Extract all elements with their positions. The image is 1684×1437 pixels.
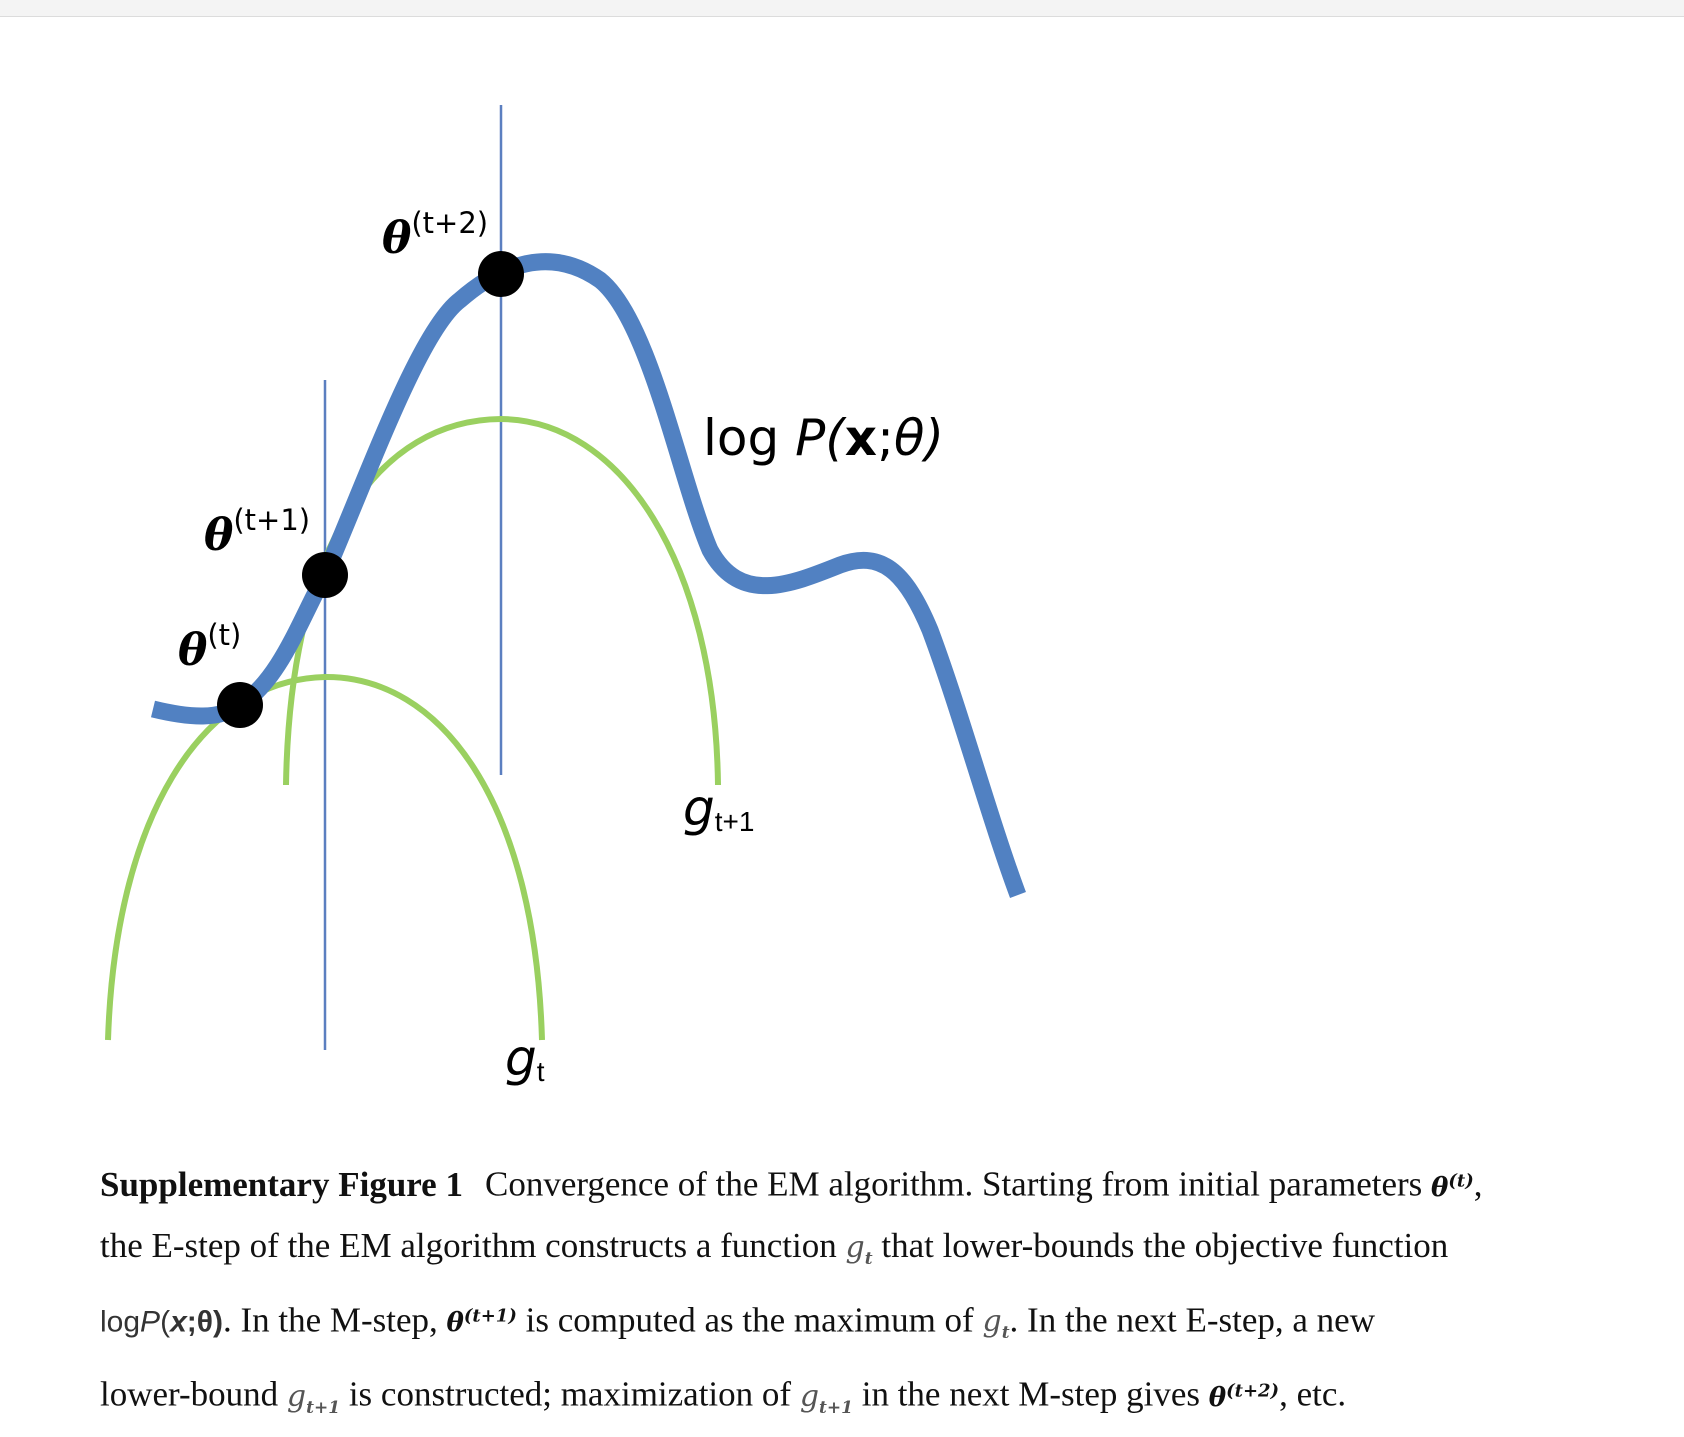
theta-t2-point bbox=[478, 251, 524, 297]
theta-t-point bbox=[217, 682, 263, 728]
inline-g-t: gt bbox=[845, 1229, 873, 1269]
caption-text: Convergence of the EM algorithm. Startin… bbox=[484, 1164, 1432, 1204]
theta-t-label: θ(t) bbox=[178, 618, 241, 676]
log-likelihood-label: log P(x;θ) bbox=[703, 409, 944, 467]
caption-figure-label: Supplementary Figure 1 bbox=[100, 1164, 463, 1204]
g-t-lower-bound-curve bbox=[105, 673, 545, 1041]
caption-line-4: lower-bound gt+1 is constructed; maximiz… bbox=[100, 1374, 1347, 1418]
theta-t1-label: θ(t+1) bbox=[204, 503, 310, 561]
g-t1-label: gt+1 bbox=[683, 779, 754, 837]
inline-log-likelihood: logP(x;θ) bbox=[100, 1305, 223, 1339]
caption-line-2: the E-step of the EM algorithm construct… bbox=[100, 1225, 1449, 1269]
inline-theta-t: θ(t) bbox=[1431, 1170, 1474, 1203]
caption-line-3: logP(x;θ). In the M-step, θ(t+1) is comp… bbox=[100, 1300, 1375, 1344]
top-border bbox=[0, 0, 1684, 17]
g-t-label: gt bbox=[505, 1029, 545, 1087]
inline-theta-t2: θ(t+2) bbox=[1208, 1380, 1280, 1413]
log-likelihood-curve bbox=[150, 253, 1026, 898]
figure-caption: Supplementary Figure 1 Convergence of the… bbox=[100, 1152, 1640, 1437]
theta-t2-label: θ(t+2) bbox=[382, 206, 488, 264]
theta-t1-point bbox=[302, 552, 348, 598]
inline-g-t-2: gt bbox=[982, 1304, 1010, 1344]
caption-line-1: Supplementary Figure 1 Convergence of the… bbox=[100, 1164, 1483, 1204]
inline-g-t1: gt+1 bbox=[286, 1378, 341, 1418]
em-convergence-figure: θ(t+2) θ(t+1) θ(t) log P(x;θ) gt+1 gt bbox=[105, 105, 1026, 1087]
inline-g-t1-2: gt+1 bbox=[799, 1378, 853, 1418]
inline-theta-t1: θ(t+1) bbox=[446, 1305, 517, 1339]
